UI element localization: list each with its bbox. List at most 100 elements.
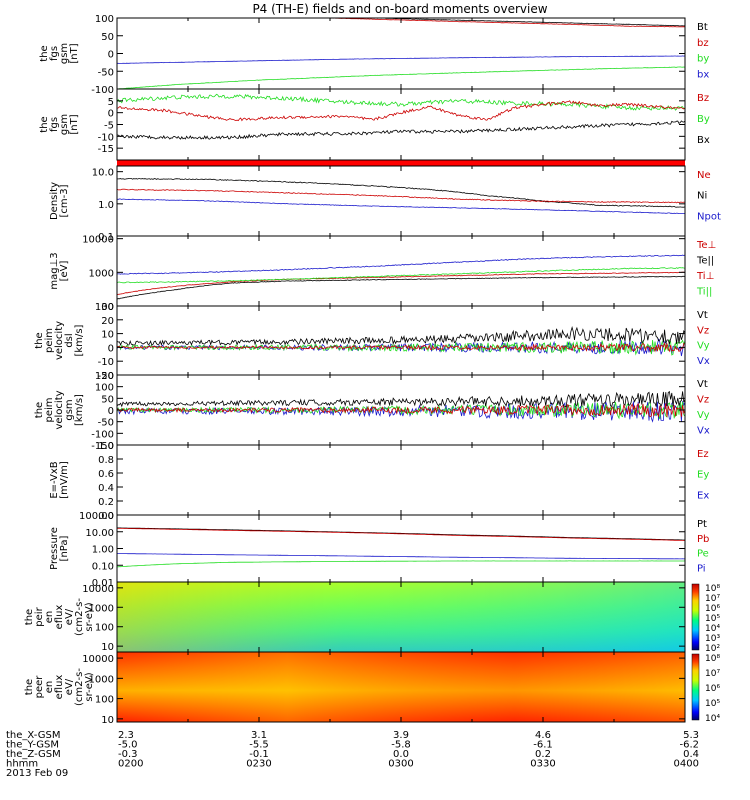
legend-bz: bz	[697, 38, 709, 49]
y-axis-label: (cm2-s-	[74, 598, 85, 636]
y-axis-label: en	[44, 681, 55, 694]
y-tick-label: 10000	[82, 654, 114, 665]
y-tick-label: -10	[98, 132, 114, 143]
y-tick-label: 5	[108, 97, 114, 108]
y-axis-label: [nT]	[69, 114, 80, 134]
panel-frame	[116, 235, 686, 307]
x-row-label: the_Y-GSM	[6, 740, 59, 751]
y-axis-label: the	[39, 116, 50, 132]
series-Pb	[117, 528, 685, 541]
panel-7: 1.0 0.8 0.6 0.4 0.2 0.0 E=-VxB [mV/m] Ez Ey Ex	[49, 441, 709, 522]
x-tick-value: 0330	[530, 759, 555, 770]
legend-Bx: Bx	[697, 135, 710, 146]
y-axis-label: Density	[49, 182, 60, 220]
y-axis-label: [nT]	[69, 43, 80, 63]
y-tick-label: -10	[98, 357, 114, 368]
y-axis-label: mag⊥3	[49, 252, 60, 289]
y-tick-label: 10000	[82, 235, 114, 246]
legend-Npot: Npot	[697, 211, 721, 222]
y-tick-label: 1.00	[92, 545, 114, 556]
legend-Vy: Vy	[697, 341, 710, 352]
y-axis-label: eflux	[54, 605, 65, 630]
y-tick-label: 0.10	[92, 561, 114, 572]
y-tick-label: 10.0	[92, 168, 114, 179]
y-tick-label: 100.00	[79, 511, 114, 522]
legend-By: By	[697, 114, 710, 125]
series-Ti||	[116, 267, 686, 284]
series-Vt	[116, 326, 686, 346]
colorbar-tick-label: 10²	[705, 644, 720, 654]
colorbar-tick-label: 10⁶	[705, 604, 720, 614]
series-Pt	[117, 527, 685, 541]
y-tick-label: -50	[98, 418, 114, 429]
series-Vt	[116, 390, 686, 408]
y-tick-label: 10.00	[85, 528, 114, 539]
legend-Bt: Bt	[697, 22, 708, 33]
y-tick-label: 1000	[89, 603, 114, 614]
series-by	[117, 66, 686, 90]
y-tick-label: 0.0	[98, 511, 114, 522]
legend-Ex: Ex	[697, 490, 709, 501]
y-tick-label: 1000	[89, 268, 114, 279]
y-axis-label: [km/s]	[74, 394, 85, 426]
legend-Te||: Te||	[696, 256, 714, 267]
series-Vz	[116, 341, 686, 353]
y-axis-label: peer	[34, 675, 45, 699]
y-tick-label: 1000	[89, 674, 114, 685]
y-axis-label: the	[34, 332, 45, 348]
x-tick-value: 4.6	[535, 730, 551, 741]
y-axis-label: [nPa]	[59, 535, 70, 561]
legend-Vt: Vt	[697, 310, 708, 321]
legend-Pe: Pe	[697, 549, 709, 560]
series-Ti⊥	[117, 254, 686, 275]
heatmap-electron-trend	[117, 652, 685, 722]
x-tick-value: 3.1	[251, 730, 267, 741]
legend-Pb: Pb	[697, 534, 709, 545]
x-row-label: the_X-GSM	[6, 730, 60, 741]
y-tick-label: -50	[98, 67, 114, 78]
legend-by: by	[697, 54, 709, 65]
x-tick-value: 0300	[388, 759, 413, 770]
y-axis-label: (cm2-s-	[74, 668, 85, 706]
legend-Pi: Pi	[697, 563, 706, 574]
y-axis-label: gsm	[59, 114, 70, 135]
y-tick-label: 50	[101, 32, 114, 43]
y-tick-label: 100	[95, 302, 114, 313]
status-strip	[117, 160, 685, 166]
y-tick-label: 0.1	[98, 232, 114, 243]
y-axis-label: peim	[44, 397, 55, 422]
colorbar-tick-label: 10⁷	[705, 669, 720, 679]
y-tick-label: 30	[101, 302, 114, 313]
series-Vz	[116, 402, 686, 418]
series-bx	[117, 55, 686, 64]
y-tick-label: 0.6	[98, 469, 114, 480]
y-axis-label: the	[39, 45, 50, 61]
y-tick-label: 10000	[82, 584, 114, 595]
series-Ne	[116, 178, 686, 208]
panel-frame	[116, 17, 686, 90]
legend-Vy: Vy	[697, 410, 710, 421]
legend-Ti||: Ti||	[696, 287, 712, 298]
colorbar-tick-label: 10⁵	[705, 699, 720, 709]
y-tick-label: -100	[91, 85, 114, 96]
x-tick-value: -0.1	[249, 749, 269, 760]
colorbar	[691, 653, 700, 721]
series-Npot	[116, 198, 686, 215]
colorbar-tick-label: 10³	[705, 634, 720, 644]
y-axis-label: fgs	[49, 117, 60, 132]
panel-frame	[116, 514, 686, 583]
y-tick-label: 0	[108, 406, 114, 417]
y-tick-label: 50	[101, 394, 114, 405]
colorbar-tick-label: 10⁷	[705, 594, 720, 604]
x-tick-value: 0.2	[535, 749, 551, 760]
panel-1: 100 50 0 -50 -100 the fgs gsm [nT] Bt bz by bx	[39, 14, 709, 96]
y-tick-label: 0	[108, 343, 114, 354]
x-tick-value: -5.5	[249, 740, 269, 751]
x-tick-value: -6.1	[533, 740, 553, 751]
x-row-label: hhmm	[6, 759, 38, 770]
y-tick-label: 0	[108, 50, 114, 61]
colorbar-tick-label: 10⁴	[705, 624, 720, 634]
series-By	[116, 93, 686, 111]
colorbar-tick-label: 10⁴	[705, 714, 720, 724]
